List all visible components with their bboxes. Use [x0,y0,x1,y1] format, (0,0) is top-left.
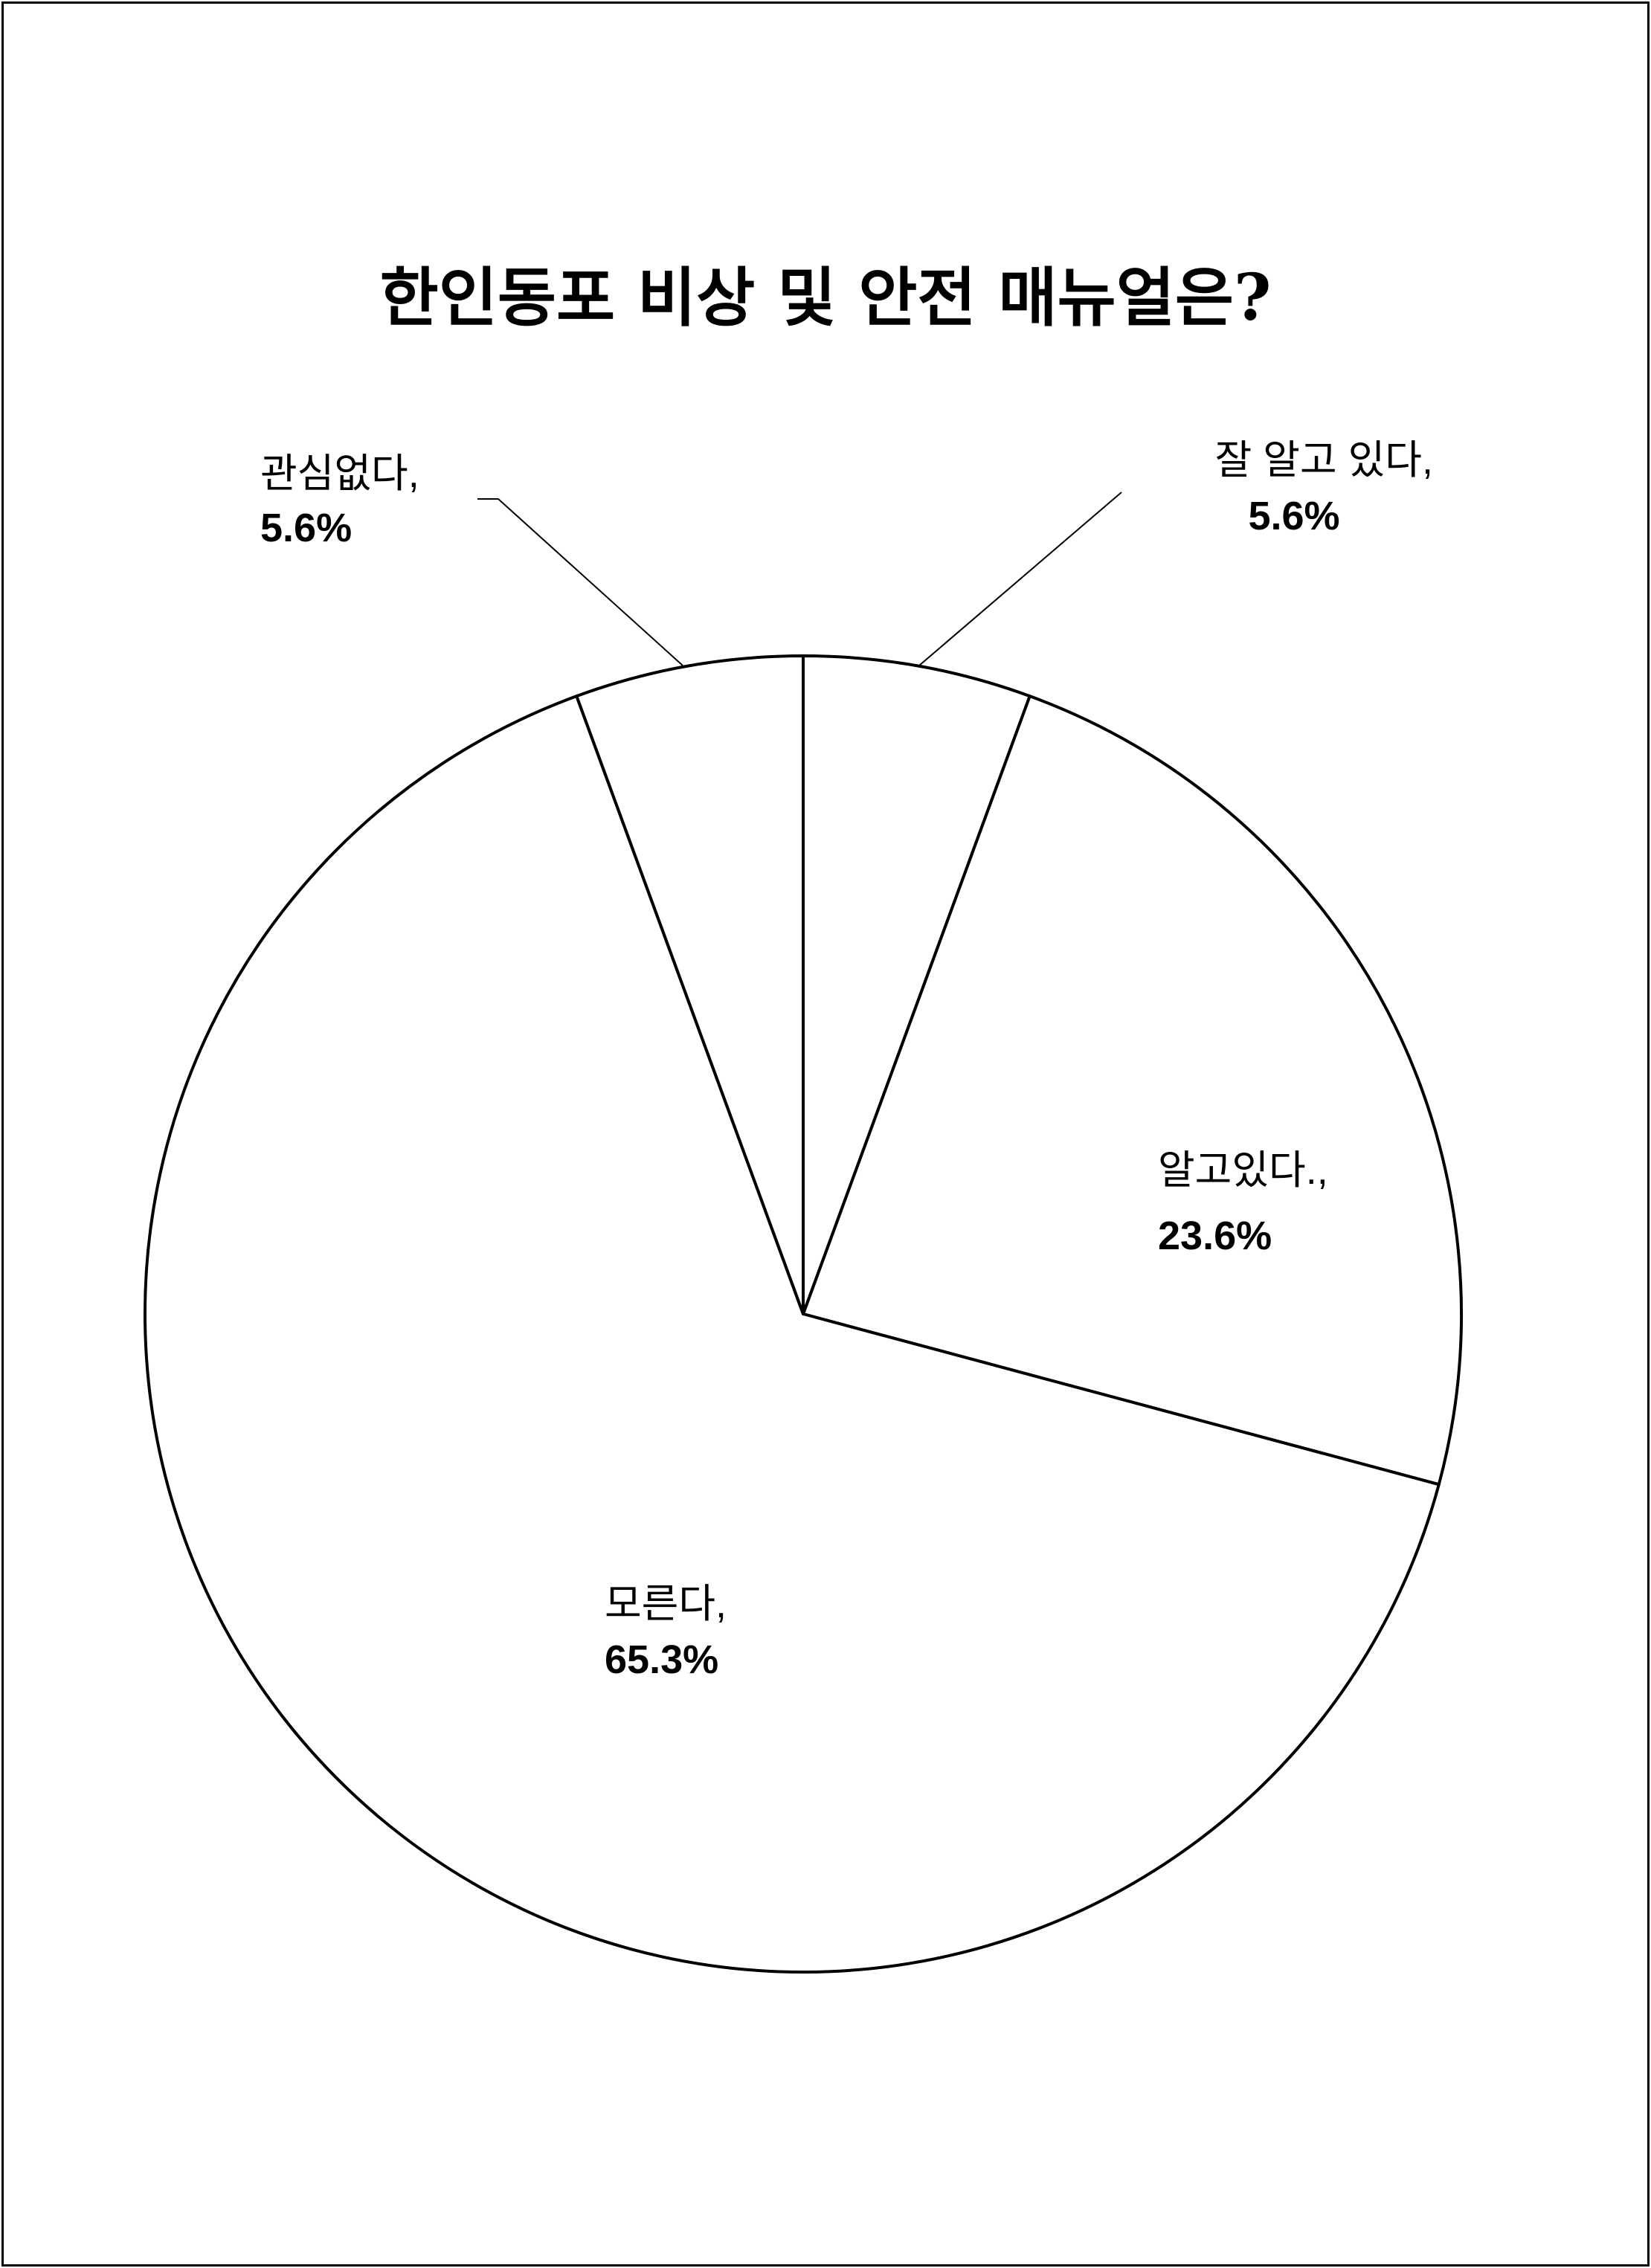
slice-label-2: 모른다, [605,1582,727,1626]
slice-value-2: 65.3% [605,1637,718,1682]
leader-line-jal-algo [918,492,1122,666]
slice-label-1: 알고있다., [1158,1148,1328,1193]
pie-slice-3 [575,654,805,1315]
pie-slice-2 [144,695,1441,1974]
pie-slice-1 [802,695,1463,1486]
chart-title: 한인동포 비상 및 안전 매뉴얼은? [380,260,1272,335]
slice-value-3: 5.6% [260,506,352,550]
slice-value-0: 5.6% [1248,494,1339,538]
slice-value-1: 23.6% [1158,1214,1272,1258]
leader-line-gwansim [477,498,683,666]
pie-slice-0 [802,654,1032,1315]
slice-label-0: 잘 알고 있다, [1215,438,1433,483]
slice-label-3: 관심없다, [260,451,419,496]
